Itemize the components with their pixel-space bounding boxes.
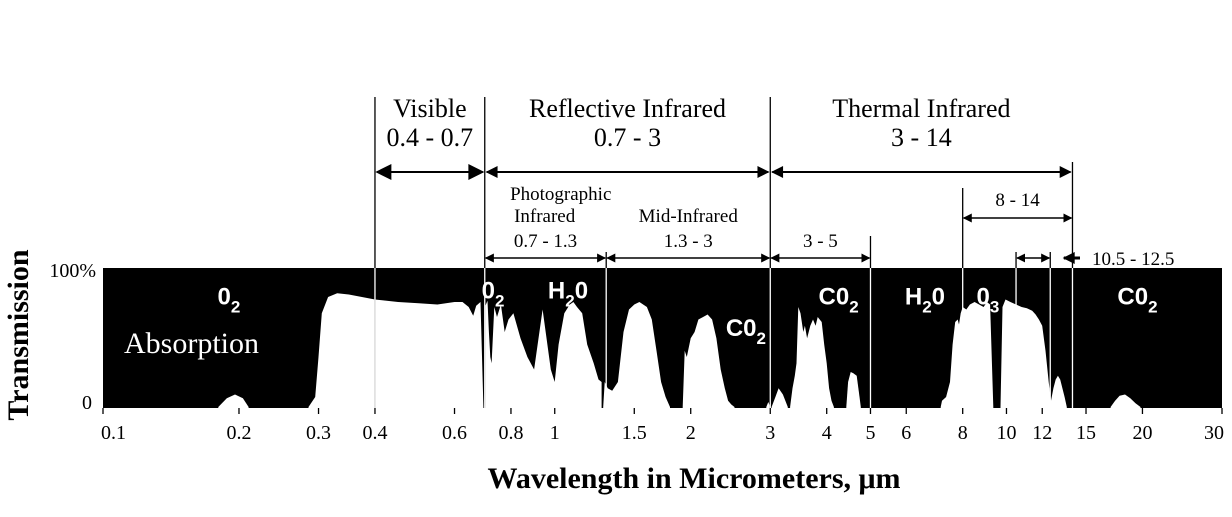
x-tick-label: 1 [550,422,560,444]
sub-band-range: 3 - 5 [803,231,838,252]
gas-label-base: C0 [819,284,850,311]
gas-label: H20 [905,284,945,317]
x-tick-label: 0.2 [226,422,251,444]
x-axis-title: Wavelength in Micrometers, μm [487,462,900,495]
y-axis: 100% 0 [49,260,96,414]
transmission-window-10 [940,302,994,408]
x-tick-label: 0.3 [306,422,331,444]
transmission-window-11 [1000,299,1067,408]
transmission-window-9 [846,372,861,408]
transmission-window-6 [766,402,771,408]
region-title: Thermal Infrared [832,94,1010,123]
sub-band-range: 8 - 14 [995,190,1040,211]
y-tick-label: 100% [49,260,96,282]
gas-label-base: 0 [218,284,231,311]
gas-label-base: 0 [482,277,495,304]
x-tick-label: 0.1 [101,422,126,444]
gas-label-base: H [905,284,922,311]
transmission-window-5 [682,314,735,408]
gas-label: 03 [977,284,1000,317]
transmission-window-7 [771,388,788,408]
gas-label-tail: 0 [932,284,945,311]
region-title: Visible [393,94,467,123]
region-title: Reflective Infrared [529,94,726,123]
x-tick-label: 1.5 [622,422,647,444]
gas-label-subscript: 2 [565,291,574,310]
sub-band-name: Mid-Infrared [639,206,739,227]
region-range: 0.7 - 3 [594,123,661,152]
x-tick-label: 4 [822,422,832,444]
gas-label-subscript: 2 [757,329,766,348]
gas-label-subscript: 2 [922,298,931,317]
x-tick-label: 0.6 [442,422,467,444]
region-range: 3 - 14 [891,123,952,152]
x-tick-label: 6 [901,422,911,444]
divider-lines [374,97,1074,408]
gas-label: C02 [726,315,766,348]
gas-label-base: C0 [1117,284,1148,311]
x-tick-label: 0.8 [498,422,523,444]
gas-label: C02 [819,284,859,317]
sub-band-range: 0.7 - 1.3 [514,231,577,252]
gas-label-base: C0 [726,315,757,342]
transmission-window-8 [790,307,834,408]
x-tick-label: 15 [1076,422,1096,444]
transmission-window-2 [308,293,484,408]
gas-label: H20 [548,277,588,310]
x-tick-label: 10 [996,422,1016,444]
x-tick-label: 12 [1032,422,1052,444]
x-axis: 0.1 0.2 0.3 0.4 0.6 0.8 1 1.5 2 3 4 5 6 8 10 12 15 20 30 [101,408,1224,444]
transmission-window-12 [1110,394,1141,408]
x-tick-label: 5 [865,422,875,444]
transmission-windows [218,293,1141,408]
sub-band-range: 10.5 - 12.5 [1092,249,1174,270]
y-axis-title: Transmission [2,249,35,420]
gas-label-subscript: 3 [990,298,999,317]
x-tick-label: 0.4 [362,422,387,444]
x-tick-label: 30 [1204,422,1224,444]
y-tick-label: 0 [82,392,92,414]
transmission-window-4 [603,302,670,408]
sub-band-name: Infrared [514,206,576,227]
absorption-label: Absorption [124,327,259,360]
sub-band-range: 1.3 - 3 [664,231,713,252]
gas-label-subscript: 2 [849,298,858,317]
x-tick-label: 8 [958,422,968,444]
transmission-window-1 [218,394,249,408]
region-range: 0.4 - 0.7 [387,123,474,152]
gas-label-subscript: 2 [495,291,504,310]
x-tick-label: 20 [1132,422,1152,444]
gas-label-subscript: 2 [231,298,240,317]
gas-label-base: 0 [977,284,990,311]
transmission-window-3 [484,300,602,408]
sub-band-name: Photographic [510,184,611,205]
gas-label: 02 [482,277,505,310]
x-tick-label: 2 [686,422,696,444]
gas-label-tail: 0 [575,277,588,304]
x-tick-label: 3 [765,422,775,444]
gas-label: C02 [1117,284,1157,317]
gas-label: 02 [218,284,241,317]
gas-label-base: H [548,277,565,304]
gas-label-subscript: 2 [1148,298,1157,317]
